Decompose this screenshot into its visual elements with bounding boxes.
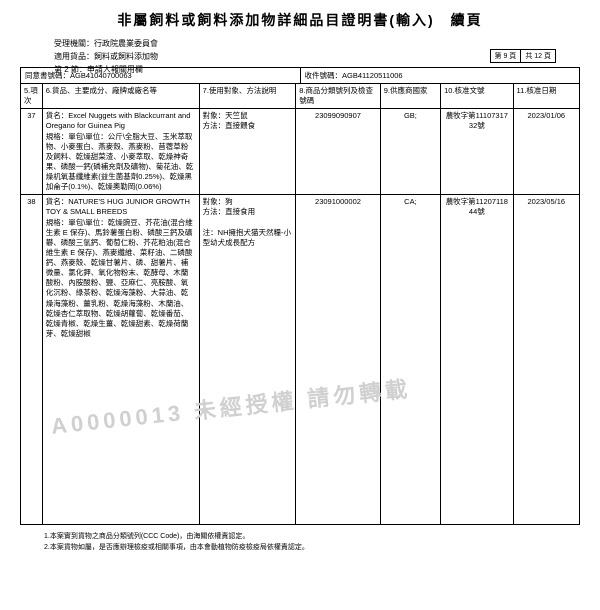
table-row: 38 貨名：NATURE'S HUG JUNIOR GROWTH TOY & S… (21, 195, 580, 525)
cell-country: GB; (380, 109, 440, 195)
page-current: 第 9 頁 (490, 49, 522, 63)
col-country: 9.供應商國家 (380, 84, 440, 109)
col-name: 6.貨品、主要成分、廠牌或廠名等 (42, 84, 199, 109)
col-approval: 10.核准文號 (441, 84, 513, 109)
cell-name: 貨名：Excel Nuggets with Blackcurrant and O… (42, 109, 199, 195)
consent-label: 同意書號碼： (25, 71, 70, 80)
cell-idx: 38 (21, 195, 43, 525)
table-row: 37 貨名：Excel Nuggets with Blackcurrant an… (21, 109, 580, 195)
page-total: 共 12 頁 (521, 49, 556, 63)
main-table: 5.項次 6.貨品、主要成分、廠牌或廠名等 7.使用對象、方法說明 8.商品分類… (20, 83, 580, 525)
document-page: 非屬飼料或飼料添加物詳細品目證明書(輸入) 續頁 受理機關：行政院農業委員會 適… (20, 10, 580, 552)
footnotes: 1.本案實到貨物之商品分類號列(CCC Code)，由海關依權責認定。 2.本案… (44, 531, 580, 552)
cell-name: 貨名：NATURE'S HUG JUNIOR GROWTH TOY & SMAL… (42, 195, 199, 525)
page-title: 非屬飼料或飼料添加物詳細品目證明書(輸入) 續頁 (20, 10, 580, 30)
col-date: 11.核准日期 (513, 84, 579, 109)
consent-value: AGB41040700063 (70, 71, 132, 80)
receipt-label: 收件號碼： (305, 71, 343, 80)
cell-approval: 農牧字第1110731732號 (441, 109, 513, 195)
col-idx: 5.項次 (21, 84, 43, 109)
col-method: 7.使用對象、方法說明 (199, 84, 296, 109)
receipt-value: AGB41120511006 (342, 71, 403, 80)
id-row: 同意書號碼：AGB41040700063 收件號碼：AGB41120511006 (20, 67, 580, 83)
cell-method: 對象：狗方法：直接食用注：NH擁抱犬猫天然糧-小型幼犬成長配方 (199, 195, 296, 525)
footnote-2: 2.本案貨物如屬，是否應辦理檢疫或相關事項，由本會動植物防疫檢疫局依權責認定。 (44, 542, 580, 552)
col-code: 8.商品分類號列及檢查號碼 (296, 84, 381, 109)
cell-idx: 37 (21, 109, 43, 195)
cell-date: 2023/01/06 (513, 109, 579, 195)
cell-date: 2023/05/16 (513, 195, 579, 525)
cell-code: 23091000002 (296, 195, 381, 525)
footnote-1: 1.本案實到貨物之商品分類號列(CCC Code)，由海關依權責認定。 (44, 531, 580, 541)
meta-org: 受理機關：行政院農業委員會 (54, 38, 580, 49)
table-header-row: 5.項次 6.貨品、主要成分、廠牌或廠名等 7.使用對象、方法說明 8.商品分類… (21, 84, 580, 109)
cell-method: 對象：天竺鼠方法：直接餵食 (199, 109, 296, 195)
cell-approval: 農牧字第1120711844號 (441, 195, 513, 525)
cell-country: CA; (380, 195, 440, 525)
cell-code: 23099090907 (296, 109, 381, 195)
